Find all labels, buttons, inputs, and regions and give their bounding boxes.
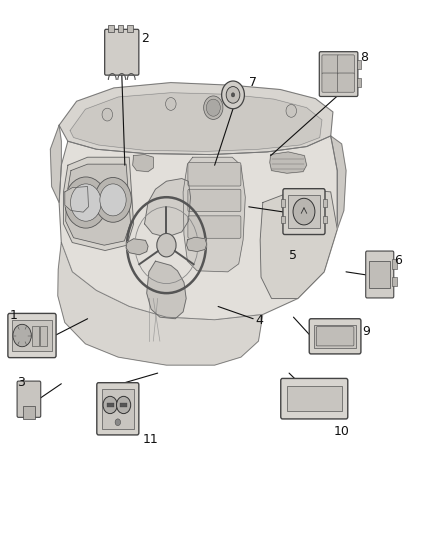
- Polygon shape: [187, 237, 207, 252]
- FancyBboxPatch shape: [17, 381, 41, 417]
- Circle shape: [115, 419, 120, 425]
- FancyBboxPatch shape: [319, 52, 358, 96]
- Bar: [12, 320, 52, 351]
- FancyBboxPatch shape: [97, 383, 139, 435]
- Bar: [369, 261, 390, 288]
- Circle shape: [231, 93, 235, 97]
- Circle shape: [102, 108, 113, 121]
- Bar: [120, 403, 127, 407]
- Text: 11: 11: [142, 433, 158, 446]
- Text: 2: 2: [141, 32, 149, 45]
- FancyBboxPatch shape: [188, 189, 241, 212]
- Bar: [281, 216, 285, 223]
- Polygon shape: [70, 93, 322, 151]
- Polygon shape: [147, 261, 186, 319]
- Polygon shape: [126, 239, 148, 255]
- Bar: [357, 78, 361, 87]
- Text: 9: 9: [363, 325, 371, 338]
- Polygon shape: [331, 136, 346, 229]
- Text: 1: 1: [10, 309, 18, 322]
- Text: 5: 5: [289, 249, 297, 262]
- Polygon shape: [133, 155, 153, 172]
- FancyBboxPatch shape: [309, 319, 361, 354]
- Circle shape: [226, 86, 240, 103]
- Polygon shape: [64, 157, 134, 251]
- Bar: [357, 60, 361, 69]
- FancyBboxPatch shape: [283, 189, 325, 235]
- Polygon shape: [66, 164, 131, 245]
- FancyBboxPatch shape: [338, 55, 354, 74]
- Circle shape: [166, 98, 176, 110]
- FancyBboxPatch shape: [281, 378, 348, 419]
- Bar: [102, 389, 134, 429]
- Circle shape: [229, 94, 240, 107]
- FancyBboxPatch shape: [322, 73, 339, 92]
- Bar: [287, 386, 342, 411]
- Bar: [108, 25, 114, 32]
- Circle shape: [286, 104, 297, 117]
- Circle shape: [293, 198, 315, 225]
- Circle shape: [95, 177, 131, 222]
- Polygon shape: [58, 243, 263, 365]
- Polygon shape: [50, 125, 61, 203]
- Text: 4: 4: [255, 314, 263, 327]
- Circle shape: [103, 397, 117, 414]
- Circle shape: [65, 177, 107, 228]
- FancyBboxPatch shape: [338, 73, 354, 92]
- FancyBboxPatch shape: [8, 313, 56, 358]
- Circle shape: [206, 99, 220, 116]
- FancyBboxPatch shape: [188, 216, 241, 238]
- Bar: [32, 326, 39, 345]
- Text: 7: 7: [249, 76, 257, 88]
- FancyBboxPatch shape: [105, 29, 139, 75]
- Text: 8: 8: [360, 51, 368, 63]
- FancyBboxPatch shape: [188, 163, 241, 186]
- Circle shape: [157, 233, 176, 257]
- Circle shape: [71, 184, 101, 221]
- Bar: [40, 326, 47, 345]
- Bar: [23, 406, 35, 419]
- Bar: [281, 199, 285, 207]
- Polygon shape: [59, 83, 333, 155]
- Bar: [314, 325, 356, 348]
- Bar: [392, 277, 397, 286]
- FancyBboxPatch shape: [322, 55, 339, 74]
- Circle shape: [13, 324, 32, 346]
- Text: 6: 6: [394, 254, 402, 266]
- Circle shape: [117, 397, 131, 414]
- Circle shape: [100, 184, 126, 216]
- Text: 10: 10: [334, 425, 350, 438]
- Polygon shape: [59, 136, 337, 320]
- Polygon shape: [145, 179, 191, 237]
- Bar: [106, 403, 113, 407]
- Bar: [117, 25, 123, 32]
- Circle shape: [222, 81, 244, 109]
- Bar: [323, 216, 327, 223]
- Bar: [288, 195, 320, 228]
- Bar: [127, 25, 133, 32]
- Polygon shape: [183, 157, 245, 272]
- Text: 3: 3: [18, 376, 25, 389]
- Bar: [323, 199, 327, 207]
- Bar: [392, 259, 397, 269]
- Circle shape: [204, 96, 223, 119]
- Polygon shape: [65, 187, 88, 212]
- Polygon shape: [270, 152, 307, 173]
- Polygon shape: [260, 189, 337, 298]
- FancyBboxPatch shape: [316, 327, 354, 346]
- FancyBboxPatch shape: [366, 251, 394, 298]
